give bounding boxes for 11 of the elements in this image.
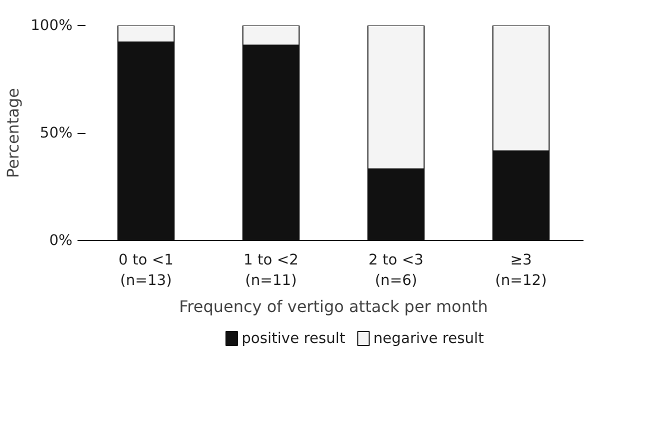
x-tick-label: 2 to <3 (n=6) <box>368 252 424 289</box>
legend-label: positive result <box>242 330 346 347</box>
y-tick-label: 0% <box>49 232 73 249</box>
y-axis-title: Percentage <box>4 88 23 178</box>
x-axis-title: Frequency of vertigo attack per month <box>179 296 488 316</box>
x-tick-label: 1 to <2 (n=11) <box>244 252 298 289</box>
y-tick-label: 100% <box>30 17 73 34</box>
legend-label: negarive result <box>373 330 484 347</box>
x-tick-label: 0 to <1 (n=13) <box>118 252 174 289</box>
y-tick-label: 50% <box>40 124 73 142</box>
x-tick-label: ≥3 (n=12) <box>495 252 547 289</box>
